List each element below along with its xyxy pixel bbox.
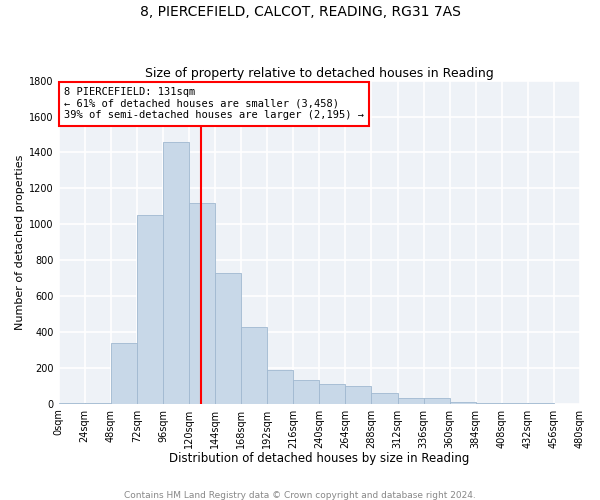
Bar: [85, 403, 111, 404]
Bar: [267, 370, 293, 404]
Bar: [449, 402, 476, 404]
Bar: [398, 398, 424, 404]
Bar: [502, 403, 528, 404]
Bar: [241, 326, 267, 404]
Bar: [189, 202, 215, 404]
Bar: [424, 398, 449, 404]
Bar: [371, 393, 398, 404]
Bar: [111, 342, 137, 404]
Bar: [215, 272, 241, 404]
Bar: [319, 384, 346, 404]
Bar: [59, 403, 85, 404]
Bar: [163, 142, 189, 404]
Text: 8, PIERCEFIELD, CALCOT, READING, RG31 7AS: 8, PIERCEFIELD, CALCOT, READING, RG31 7A…: [140, 5, 460, 19]
Bar: [137, 216, 163, 404]
Text: Contains HM Land Registry data © Crown copyright and database right 2024.: Contains HM Land Registry data © Crown c…: [124, 490, 476, 500]
Bar: [293, 380, 319, 404]
Y-axis label: Number of detached properties: Number of detached properties: [15, 154, 25, 330]
X-axis label: Distribution of detached houses by size in Reading: Distribution of detached houses by size …: [169, 452, 470, 465]
Text: 8 PIERCEFIELD: 131sqm
← 61% of detached houses are smaller (3,458)
39% of semi-d: 8 PIERCEFIELD: 131sqm ← 61% of detached …: [64, 87, 364, 120]
Bar: [346, 386, 371, 404]
Bar: [476, 403, 502, 404]
Title: Size of property relative to detached houses in Reading: Size of property relative to detached ho…: [145, 66, 494, 80]
